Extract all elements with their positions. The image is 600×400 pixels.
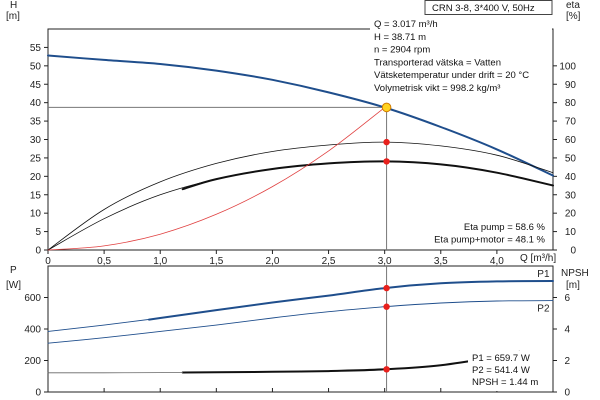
x-tick-label: 0,5 bbox=[97, 256, 111, 267]
top-series-line-3 bbox=[181, 160, 554, 191]
x-tick-label: 2,0 bbox=[265, 256, 279, 267]
efficiency-info-line: Eta pump = 58.6 % bbox=[464, 222, 546, 233]
top-y-right-tick-label: 40 bbox=[565, 172, 577, 183]
top-y-right-tick-label: 80 bbox=[565, 98, 577, 109]
x-tick-label: 3,0 bbox=[378, 256, 392, 267]
x-tick-label: 4,0 bbox=[490, 256, 504, 267]
duty-point-marker bbox=[381, 102, 392, 113]
info-line: Q = 3.017 m³/h bbox=[374, 19, 438, 30]
power-duty-marker bbox=[383, 284, 390, 292]
bottom-y-tick-label: 600 bbox=[24, 293, 41, 304]
bottom-y-axis-label: P bbox=[10, 265, 17, 276]
top-y-tick-label: 35 bbox=[30, 117, 42, 128]
top-y-axis-label: H bbox=[10, 0, 17, 11]
top-y-right-tick-label: 60 bbox=[565, 135, 577, 146]
efficiency-duty-marker bbox=[383, 158, 390, 165]
top-y-tick-label: 5 bbox=[35, 227, 41, 238]
top-y-right-tick-label: 20 bbox=[565, 209, 577, 220]
bottom-y-tick-label: 200 bbox=[24, 356, 41, 367]
top-y-right-tick-label: 30 bbox=[565, 190, 577, 201]
info-line: Transporterad vätska = Vatten bbox=[374, 57, 501, 68]
top-y-tick-label: 25 bbox=[30, 153, 42, 164]
top-y-tick-label: 50 bbox=[30, 61, 42, 72]
top-y-axis-unit: [m] bbox=[6, 11, 20, 22]
top-series-line-0 bbox=[47, 54, 554, 177]
bottom-y-right-tick-label: 0 bbox=[564, 388, 570, 399]
series-label-p2: P2 bbox=[537, 304, 550, 315]
top-y-right-tick-label: 10 bbox=[565, 227, 577, 238]
info-line: Vätsketemperatur under drift = 20 °C bbox=[374, 70, 529, 81]
bottom-y-right-tick-label: 6 bbox=[564, 293, 570, 304]
power-info-box bbox=[468, 351, 552, 391]
top-y-tick-label: 0 bbox=[35, 246, 41, 257]
power-info-line: NPSH = 1.44 m bbox=[472, 377, 538, 388]
top-y-right-axis-unit: [%] bbox=[566, 11, 581, 22]
bottom-y-right-axis-label: NPSH bbox=[561, 268, 589, 279]
top-y-right-axis-label: eta bbox=[566, 0, 580, 11]
top-y-tick-label: 40 bbox=[30, 98, 42, 109]
bottom-y-right-tick-label: 2 bbox=[564, 356, 570, 367]
x-tick-label: 2,5 bbox=[322, 256, 336, 267]
top-y-tick-label: 20 bbox=[30, 172, 42, 183]
info-line: Volymetrisk vikt = 998.2 kg/m³ bbox=[374, 83, 500, 94]
bottom-series-line-2 bbox=[47, 300, 554, 344]
info-box bbox=[370, 16, 552, 98]
x-tick-label: 0 bbox=[45, 256, 51, 267]
x-tick-label: 1,5 bbox=[209, 256, 223, 267]
efficiency-info-line: Eta pump+motor = 48.1 % bbox=[434, 235, 545, 246]
chart-title: CRN 3-8, 3*400 V, 50Hz bbox=[432, 3, 535, 14]
top-y-tick-label: 30 bbox=[30, 135, 42, 146]
top-y-tick-label: 55 bbox=[30, 43, 42, 54]
bottom-y-right-tick-label: 4 bbox=[564, 325, 570, 336]
top-y-right-tick-label: 50 bbox=[565, 153, 577, 164]
x-axis-label: Q [m³/h] bbox=[520, 253, 556, 264]
info-line: n = 2904 rpm bbox=[374, 45, 430, 56]
x-tick-label: 3,5 bbox=[434, 256, 448, 267]
power-duty-marker bbox=[383, 303, 390, 310]
power-info-line: P1 = 659.7 W bbox=[472, 353, 530, 364]
bottom-series-line-0 bbox=[47, 280, 554, 332]
info-line: H = 38.71 m bbox=[374, 32, 426, 43]
top-y-tick-label: 45 bbox=[30, 80, 42, 91]
top-y-right-tick-label: 90 bbox=[565, 80, 577, 91]
top-series-line-4 bbox=[47, 107, 386, 251]
top-y-tick-label: 15 bbox=[30, 190, 42, 201]
efficiency-duty-marker bbox=[383, 138, 390, 146]
bottom-series-line-1 bbox=[148, 280, 554, 321]
bottom-y-axis-unit: [W] bbox=[6, 280, 21, 291]
top-y-tick-label: 10 bbox=[30, 209, 42, 220]
bottom-y-tick-label: 400 bbox=[24, 325, 41, 336]
top-y-right-tick-label: 0 bbox=[570, 246, 576, 257]
x-tick-label: 1,0 bbox=[153, 256, 167, 267]
bottom-y-tick-label: 0 bbox=[35, 388, 41, 399]
series-label-p1: P1 bbox=[537, 269, 550, 280]
top-series-line-1 bbox=[47, 141, 554, 251]
top-y-right-tick-label: 70 bbox=[565, 117, 577, 128]
title-box bbox=[424, 0, 553, 15]
power-duty-marker bbox=[383, 366, 390, 373]
bottom-y-right-axis-unit: [m] bbox=[566, 280, 580, 291]
power-info-line: P2 = 541.4 W bbox=[472, 365, 530, 376]
top-y-right-tick-label: 100 bbox=[559, 61, 576, 72]
